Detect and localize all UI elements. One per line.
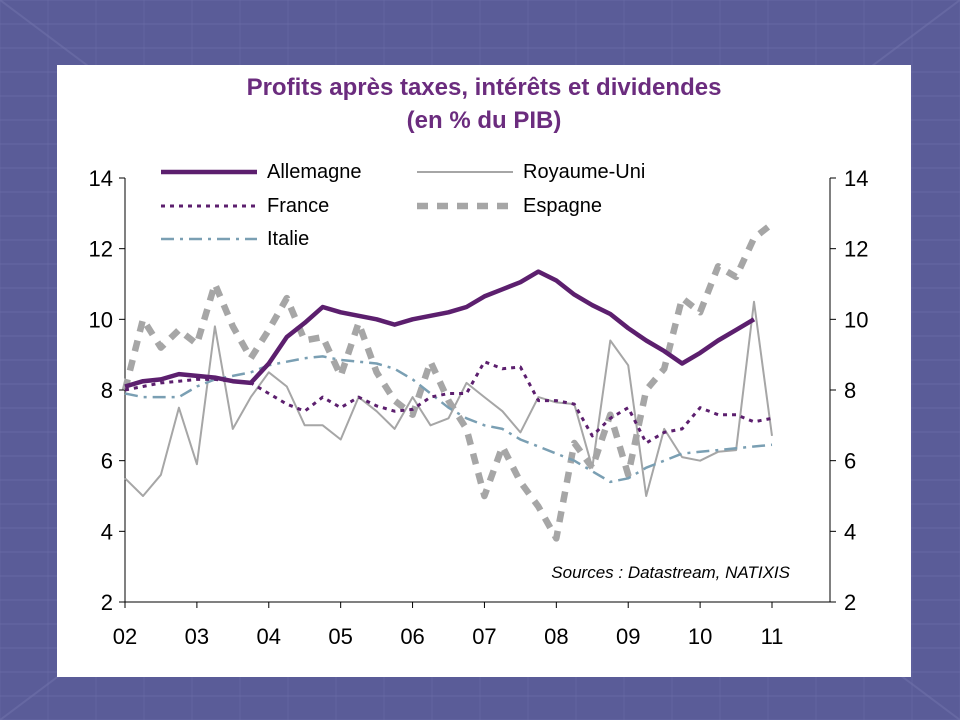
legend-label-allemagne: Allemagne: [267, 161, 362, 183]
y-tick-label-right: 6: [844, 449, 856, 474]
x-tick-label: 10: [688, 624, 712, 649]
x-tick-label: 05: [328, 624, 352, 649]
y-tick-label-left: 10: [89, 307, 113, 332]
legend-label-france: France: [267, 195, 329, 217]
y-tick-label-left: 4: [101, 519, 113, 544]
x-tick-label: 08: [544, 624, 568, 649]
series-line-allemagne: [124, 269, 756, 389]
series-line-espagne: [121, 221, 775, 542]
chart-subtitle: (en % du PIB): [406, 107, 562, 134]
legend-label-espagne: Espagne: [523, 195, 602, 217]
chart-panel: Profits après taxes, intérêts et dividen…: [57, 65, 911, 677]
x-tick-label: 03: [185, 624, 209, 649]
chart-title: Profits après taxes, intérêts et dividen…: [246, 74, 722, 101]
y-tick-label-left: 14: [89, 166, 113, 191]
x-tick-label: 04: [257, 624, 281, 649]
y-tick-label-left: 2: [101, 590, 113, 615]
y-tick-label-left: 12: [89, 237, 113, 262]
y-tick-label-right: 14: [844, 166, 868, 191]
legend-label-italie: Italie: [267, 228, 309, 250]
x-tick-label: 09: [616, 624, 640, 649]
y-tick-label-right: 12: [844, 237, 868, 262]
legend-label-royaume-uni: Royaume-Uni: [523, 161, 645, 183]
x-tick-label: 07: [472, 624, 496, 649]
y-tick-label-right: 10: [844, 307, 868, 332]
source-note: Sources : Datastream, NATIXIS: [551, 563, 790, 582]
y-tick-label-left: 6: [101, 449, 113, 474]
x-tick-label: 11: [761, 624, 784, 649]
y-tick-label-left: 8: [101, 378, 113, 403]
x-tick-label: 06: [400, 624, 424, 649]
y-tick-label-right: 4: [844, 519, 856, 544]
y-tick-label-right: 2: [844, 590, 856, 615]
line-chart: 2 2 4 4 6 6 8 8 10 10 12 12 14 14 02 03 04 05 06 07 08 09 10 11…: [89, 161, 869, 649]
series-line-royaume-uni: [124, 300, 773, 497]
series-line-italie: [124, 355, 773, 484]
x-tick-label: 02: [113, 624, 137, 649]
y-tick-label-right: 8: [844, 378, 856, 403]
